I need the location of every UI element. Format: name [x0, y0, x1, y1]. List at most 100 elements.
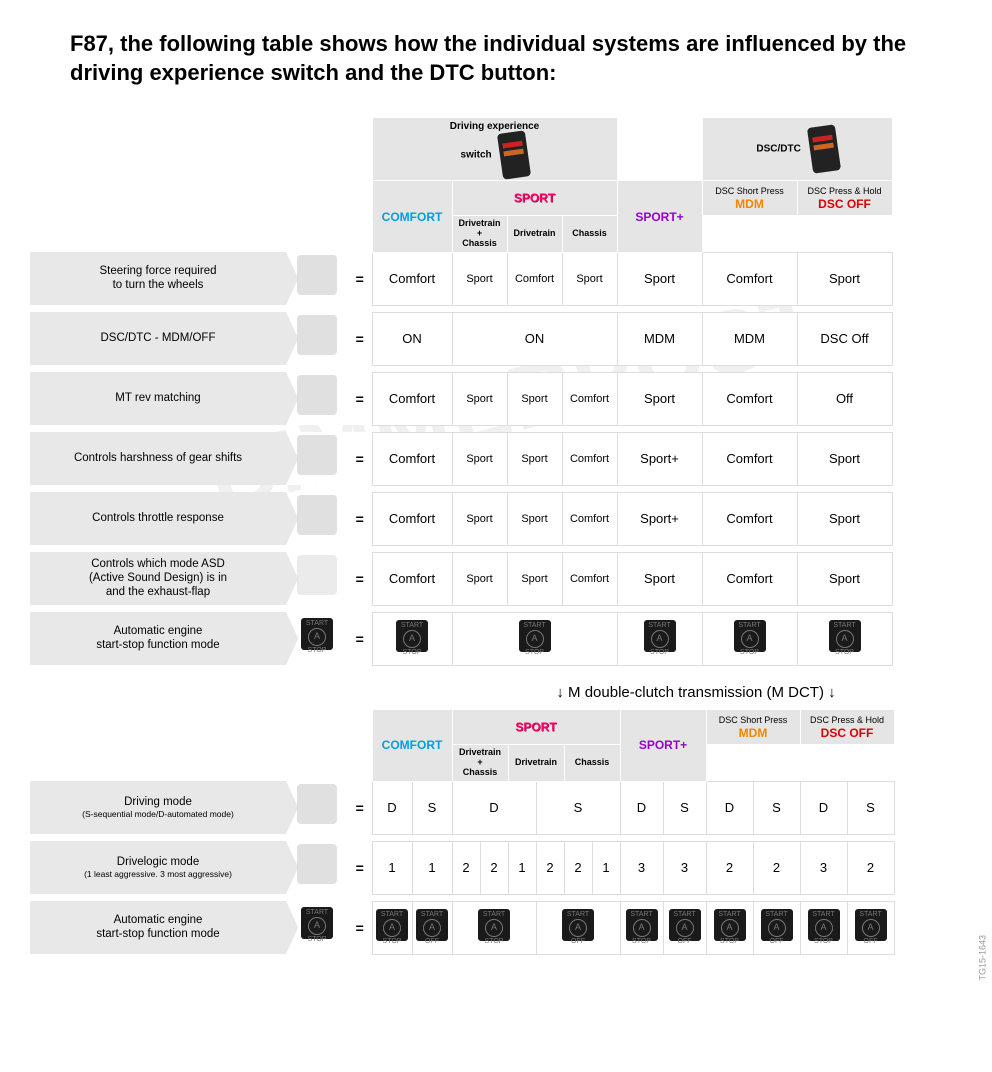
row-asd: Controls which mode ASD (Active Sound De…: [30, 552, 892, 605]
row-drivelogic: Drivelogic mode (1 least aggressive. 3 m…: [30, 841, 894, 894]
row-dsc: DSC/DTC - MDM/OFF = ON ON MDM MDM DSC Of…: [30, 312, 892, 365]
row-label: Controls which mode ASD (Active Sound De…: [30, 552, 286, 605]
row-label: Automatic engine start-stop function mod…: [30, 612, 286, 665]
cell: Sport+: [617, 492, 702, 545]
cell: STARTASTOP: [617, 612, 702, 665]
switch-icon: [497, 130, 531, 179]
cell: Comfort: [702, 372, 797, 425]
cell: 3: [620, 841, 663, 894]
cell: Comfort: [507, 252, 562, 305]
cell: Comfort: [562, 432, 617, 485]
row-label: MT rev matching: [30, 372, 286, 425]
cell: Comfort: [372, 432, 452, 485]
cell: MDM: [617, 312, 702, 365]
cell: 2: [564, 841, 592, 894]
cell: Sport: [507, 432, 562, 485]
row-throttle: Controls throttle response = Comfort Spo…: [30, 492, 892, 545]
cell: Comfort: [372, 252, 452, 305]
cell: Comfort: [702, 432, 797, 485]
row-label: Controls harshness of gear shifts: [30, 432, 286, 485]
row-label: Automatic engine start-stop function mod…: [30, 901, 286, 954]
cell: Sport: [562, 252, 617, 305]
row-label: Steering force required to turn the whee…: [30, 252, 286, 305]
cell: Sport: [797, 492, 892, 545]
cell: Sport: [452, 252, 507, 305]
dscoff-header: DSC OFF: [818, 197, 871, 211]
cell: 2: [480, 841, 508, 894]
cell: 2: [753, 841, 800, 894]
cell: D: [452, 781, 536, 834]
cell: STARTAOFF: [847, 901, 894, 954]
cell: STARTASTOP: [452, 612, 617, 665]
cell: 1: [508, 841, 536, 894]
cell: 1: [592, 841, 620, 894]
footer-code: TG15-1643: [978, 935, 988, 981]
cell: Sport: [507, 372, 562, 425]
equals: =: [348, 252, 372, 305]
cell: Sport: [452, 492, 507, 545]
driving-exp-switch-header: Driving experience switch: [372, 118, 617, 181]
cell: Sport: [617, 252, 702, 305]
cell: Comfort: [702, 492, 797, 545]
cell: S: [412, 781, 452, 834]
dct-table: COMFORT SPORT SPORT+ DSC Short PressMDM …: [30, 709, 895, 955]
sub-drivetrain-chassis: Drivetrain + Chassis: [452, 216, 507, 253]
dct-mode-header: COMFORT SPORT SPORT+ DSC Short PressMDM …: [30, 709, 894, 744]
cell: STARTAOFF: [536, 901, 620, 954]
cell: STARTASTOP: [702, 612, 797, 665]
mode-header-row: COMFORT SPORT SPORT+ DSC Short PressMDM …: [30, 181, 892, 216]
sub-drivetrain: Drivetrain: [507, 216, 562, 253]
cell: MDM: [702, 312, 797, 365]
header-device-row: Driving experience switch DSC/DTC: [30, 118, 892, 181]
cell: STARTASTOP: [797, 612, 892, 665]
cell: ON: [372, 312, 452, 365]
cell: 3: [663, 841, 706, 894]
cell: 2: [536, 841, 564, 894]
cell: S: [753, 781, 800, 834]
cell: Sport: [452, 552, 507, 605]
cell: 2: [706, 841, 753, 894]
cell: 2: [847, 841, 894, 894]
cell: Comfort: [372, 372, 452, 425]
cell: STARTASTOP: [706, 901, 753, 954]
cell: Sport: [797, 432, 892, 485]
dsc-dtc-header: DSC/DTC: [702, 118, 892, 181]
cell: STARTAOFF: [412, 901, 452, 954]
cell: Comfort: [372, 552, 452, 605]
cell: STARTASTOP: [620, 901, 663, 954]
dct-divider: ↓ M double-clutch transmission (M DCT) ↓: [430, 684, 962, 701]
cell: STARTASTOP: [372, 901, 412, 954]
cell: Sport: [507, 492, 562, 545]
cell: Sport: [452, 432, 507, 485]
cell: S: [663, 781, 706, 834]
cell: 3: [800, 841, 847, 894]
cell: ON: [452, 312, 617, 365]
cell: D: [620, 781, 663, 834]
mdm-header: MDM: [735, 197, 764, 211]
cell: S: [847, 781, 894, 834]
dsc-short-note: DSC Short Press: [715, 186, 784, 196]
cell: Comfort: [702, 252, 797, 305]
row-label: Drivelogic mode (1 least aggressive. 3 m…: [30, 841, 286, 894]
row-rev-matching: MT rev matching = Comfort Sport Sport Co…: [30, 372, 892, 425]
cell: DSC Off: [797, 312, 892, 365]
cell: Sport: [797, 552, 892, 605]
cell: Comfort: [562, 492, 617, 545]
row-label: Controls throttle response: [30, 492, 286, 545]
cell: Sport: [452, 372, 507, 425]
cell: 1: [372, 841, 412, 894]
cell: Sport: [507, 552, 562, 605]
page-title: F87, the following table shows how the i…: [70, 30, 922, 87]
cell: Comfort: [562, 552, 617, 605]
cell: D: [372, 781, 412, 834]
cell: STARTASTOP: [800, 901, 847, 954]
cell: STARTASTOP: [372, 612, 452, 665]
sub-chassis: Chassis: [562, 216, 617, 253]
row-driving-mode: Driving mode (S-sequential mode/D-automa…: [30, 781, 894, 834]
cell: D: [800, 781, 847, 834]
cell: STARTAOFF: [663, 901, 706, 954]
cell: STARTASTOP: [452, 901, 536, 954]
cell: Comfort: [702, 552, 797, 605]
cell: 1: [412, 841, 452, 894]
main-table: Driving experience switch DSC/DTC COMFOR…: [30, 117, 893, 666]
